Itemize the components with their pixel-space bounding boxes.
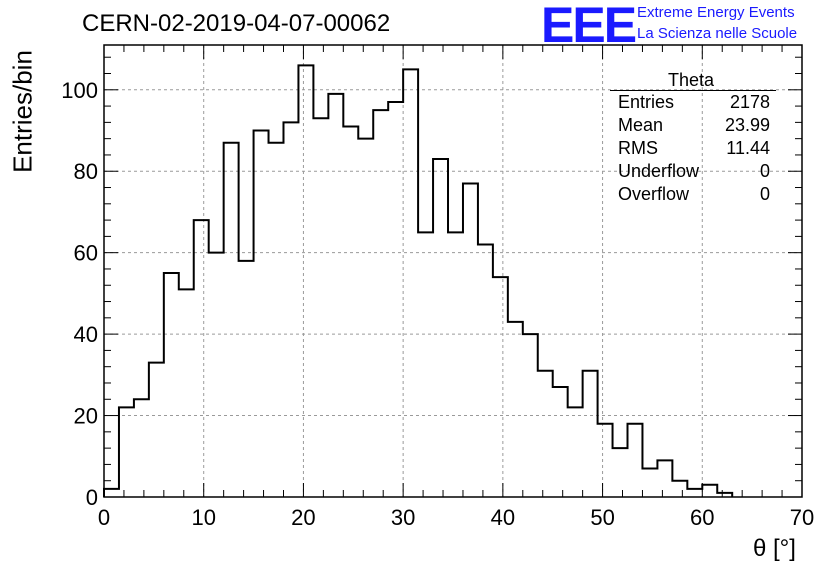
- histogram-bin: [343, 126, 358, 497]
- stats-value: 0: [759, 184, 770, 204]
- histogram-bin: [283, 122, 298, 497]
- x-tick-label: 50: [590, 505, 614, 530]
- stats-box-divider: [610, 90, 776, 91]
- y-tick-label: 100: [61, 78, 98, 103]
- histogram-bin: [194, 220, 209, 497]
- stats-key: Underflow: [618, 161, 700, 181]
- histogram-bin: [149, 363, 164, 497]
- histogram-bin: [209, 253, 224, 497]
- x-tick-label: 70: [790, 505, 814, 530]
- y-tick-label: 80: [74, 159, 98, 184]
- histogram-bin: [313, 118, 328, 497]
- stats-key: Overflow: [618, 184, 690, 204]
- histogram-bin: [448, 232, 463, 497]
- histogram-bin: [239, 261, 254, 497]
- histogram-bin: [254, 131, 269, 497]
- stats-key: Mean: [618, 115, 664, 135]
- histogram-outline: [103, 64, 734, 497]
- histogram-bin: [164, 273, 179, 497]
- x-tick-label: 0: [98, 505, 110, 530]
- x-tick-label: 20: [291, 505, 315, 530]
- histogram-bin: [598, 424, 613, 497]
- y-tick-label: 60: [74, 241, 98, 266]
- plot-frame: [103, 44, 803, 498]
- histogram-bin: [642, 468, 657, 497]
- histogram-bin: [538, 371, 553, 497]
- stats-key: RMS: [618, 138, 658, 158]
- stats-row-rms: RMS 11.44: [618, 138, 770, 160]
- y-tick-label: 0: [86, 485, 98, 510]
- histogram-bin: [298, 65, 313, 497]
- stats-value: 2178: [729, 92, 770, 112]
- histogram-bin: [134, 399, 149, 497]
- stats-row-mean: Mean 23.99: [618, 115, 770, 137]
- histogram-bin: [328, 94, 343, 497]
- x-tick-label: 40: [491, 505, 515, 530]
- histogram-bin: [403, 69, 418, 497]
- histogram-bin: [224, 143, 239, 497]
- histogram-bin: [583, 371, 598, 497]
- y-tick-label: 20: [74, 404, 98, 429]
- x-tick-label: 60: [690, 505, 714, 530]
- eee-logo: EEE: [541, 0, 637, 53]
- histogram-bin: [657, 460, 672, 497]
- histogram-bin: [478, 245, 493, 497]
- histogram-bin: [568, 407, 583, 497]
- histogram-bin: [179, 289, 194, 497]
- histogram-bin: [508, 322, 523, 497]
- x-tick-label: 10: [191, 505, 215, 530]
- histogram-bin: [628, 424, 643, 497]
- histogram-bin: [119, 407, 134, 497]
- histogram-bin: [553, 387, 568, 497]
- stats-box-title: Theta: [668, 70, 715, 90]
- histogram-bin: [687, 489, 702, 497]
- histogram-bin: [702, 485, 717, 497]
- stats-value: 0: [759, 161, 770, 181]
- histogram-bin: [104, 489, 119, 497]
- histogram-bin: [433, 159, 448, 497]
- histogram-bin: [418, 232, 433, 497]
- chart-title: CERN-02-2019-04-07-00062: [82, 10, 391, 37]
- x-tick-label: 30: [391, 505, 415, 530]
- histogram-bin: [672, 481, 687, 497]
- histogram-bin: [269, 143, 284, 497]
- stats-row-overflow: Overflow 0: [618, 184, 770, 206]
- y-tick-label: 40: [74, 322, 98, 347]
- stats-value: 23.99: [724, 115, 770, 135]
- histogram-bin: [373, 110, 388, 497]
- stats-row-underflow: Underflow 0: [618, 161, 770, 183]
- stats-key: Entries: [618, 92, 675, 112]
- logo-line-1: Extreme Energy Events: [637, 4, 795, 21]
- histogram-bin: [463, 183, 478, 497]
- stats-row-entries: Entries 2178: [618, 92, 770, 114]
- histogram-bin: [613, 448, 628, 497]
- x-axis-label: θ [°]: [753, 535, 796, 562]
- stats-value: 11.44: [726, 138, 770, 158]
- logo-line-2: La Scienza nelle Scuole: [637, 25, 798, 42]
- y-axis-label: Entries/bin: [7, 50, 38, 173]
- histogram-bin: [388, 102, 403, 497]
- histogram-bin: [493, 277, 508, 497]
- histogram-bin: [358, 139, 373, 497]
